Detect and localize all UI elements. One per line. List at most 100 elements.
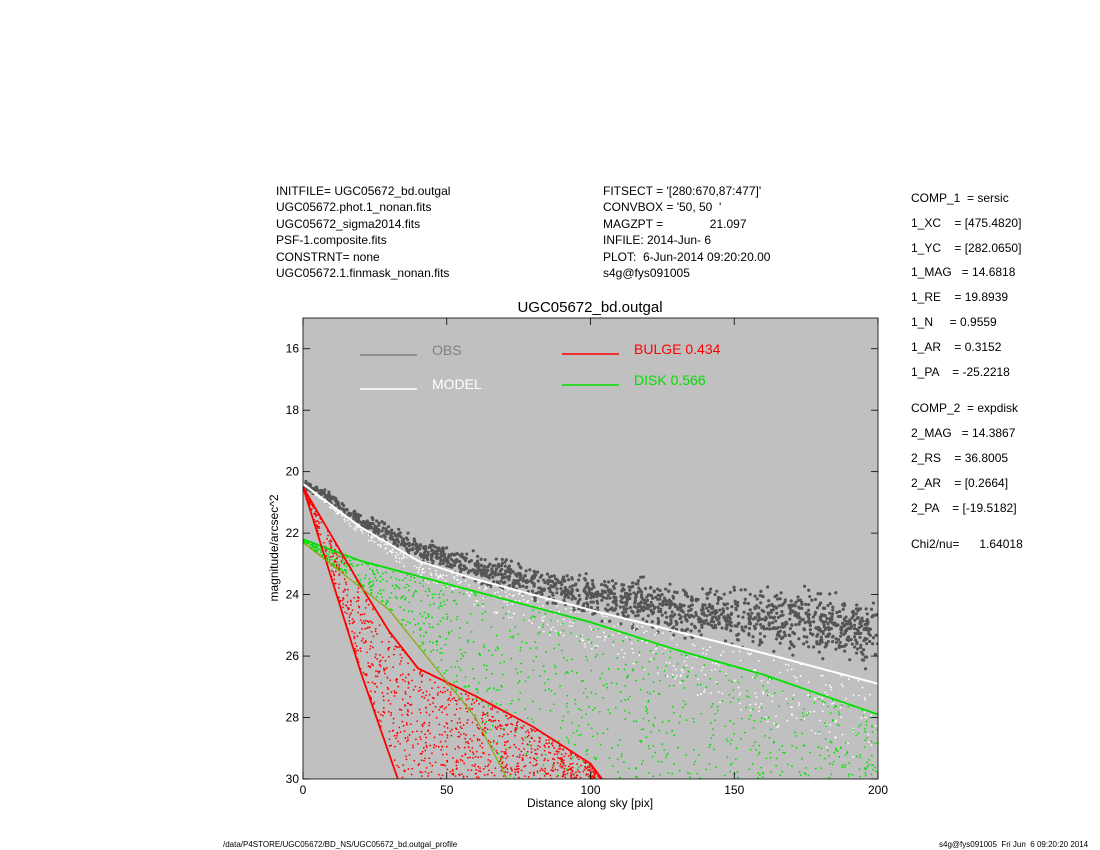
bulge-point <box>492 720 494 723</box>
bulge-point <box>521 742 524 745</box>
bulge-point <box>445 706 447 709</box>
obs-point <box>794 623 798 627</box>
model-point <box>581 639 584 642</box>
bulge-point <box>455 768 458 770</box>
disk-point <box>652 745 655 748</box>
bulge-point <box>561 757 563 760</box>
bulge-point <box>444 690 446 693</box>
obs-point <box>802 584 807 588</box>
disk-point <box>702 795 704 797</box>
obs-point <box>863 622 867 627</box>
obs-point <box>690 595 694 599</box>
obs-point <box>496 572 500 576</box>
disk-point <box>839 747 842 750</box>
obs-point <box>715 617 719 622</box>
bulge-point <box>363 622 366 625</box>
bulge-point <box>522 754 525 757</box>
disk-point <box>617 668 620 670</box>
bulge-point <box>536 748 539 751</box>
disk-point <box>585 750 588 753</box>
model-point <box>861 686 864 689</box>
obs-point <box>819 635 823 639</box>
bulge-point <box>390 691 393 694</box>
disk-point <box>865 809 867 811</box>
obs-point <box>661 603 665 607</box>
obs-point <box>441 561 445 566</box>
disk-point <box>596 653 599 656</box>
disk-point <box>791 745 794 747</box>
model-point <box>632 651 635 654</box>
param-line: 1_N = 0.9559 <box>911 315 997 329</box>
disk-point <box>832 760 835 763</box>
obs-point <box>483 558 487 562</box>
model-point <box>711 662 714 664</box>
obs-point <box>462 564 466 568</box>
bulge-point <box>501 761 504 764</box>
bulge-point <box>506 723 509 726</box>
disk-point <box>403 598 406 601</box>
model-point <box>399 552 402 555</box>
disk-point <box>379 575 382 578</box>
disk-point <box>716 779 718 781</box>
bulge-point <box>393 759 396 762</box>
bulge-point <box>450 719 453 722</box>
disk-point <box>454 599 456 602</box>
disk-point <box>821 785 823 787</box>
disk-point <box>737 698 740 701</box>
disk-point <box>868 764 870 766</box>
disk-point <box>780 780 782 782</box>
disk-point <box>872 742 875 745</box>
disk-point <box>333 558 336 561</box>
disk-point <box>606 686 609 689</box>
disk-point <box>534 783 536 785</box>
disk-point <box>419 612 421 615</box>
bulge-point <box>355 650 358 652</box>
obs-point <box>471 549 475 553</box>
disk-point <box>732 723 735 725</box>
model-point <box>473 603 476 606</box>
obs-point <box>865 642 869 646</box>
bulge-point <box>536 770 539 773</box>
model-point <box>603 631 605 634</box>
obs-point <box>595 594 599 599</box>
model-point <box>349 525 352 528</box>
model-point <box>612 644 615 647</box>
obs-point <box>747 632 751 636</box>
disk-point <box>472 677 475 680</box>
obs-point <box>600 619 604 623</box>
bulge-point <box>332 552 335 555</box>
obs-point <box>717 614 721 619</box>
disk-point <box>419 628 421 631</box>
disk-point <box>420 600 423 602</box>
obs-point <box>566 588 570 592</box>
disk-point <box>653 690 655 693</box>
obs-point <box>435 552 439 556</box>
bulge-point <box>499 724 502 726</box>
model-point <box>506 603 509 606</box>
model-point <box>370 536 373 539</box>
bulge-point <box>382 699 385 702</box>
disk-point <box>438 593 440 596</box>
model-point <box>821 674 824 677</box>
bulge-point <box>369 665 372 667</box>
bulge-point <box>309 503 311 506</box>
disk-point <box>710 737 713 739</box>
obs-point <box>769 608 774 612</box>
model-point <box>671 673 674 676</box>
bulge-point <box>408 673 410 676</box>
bulge-point <box>572 777 575 779</box>
bulge-point <box>446 768 449 771</box>
bulge-point <box>530 747 533 750</box>
disk-point <box>502 606 505 609</box>
disk-point <box>494 649 497 652</box>
disk-point <box>762 772 765 775</box>
disk-point <box>844 764 847 766</box>
bulge-point <box>501 756 504 759</box>
disk-point <box>517 633 520 636</box>
bulge-point <box>466 740 469 743</box>
bulge-point <box>516 724 519 727</box>
obs-point <box>801 617 806 622</box>
disk-point <box>459 648 462 651</box>
model-point <box>671 637 674 640</box>
